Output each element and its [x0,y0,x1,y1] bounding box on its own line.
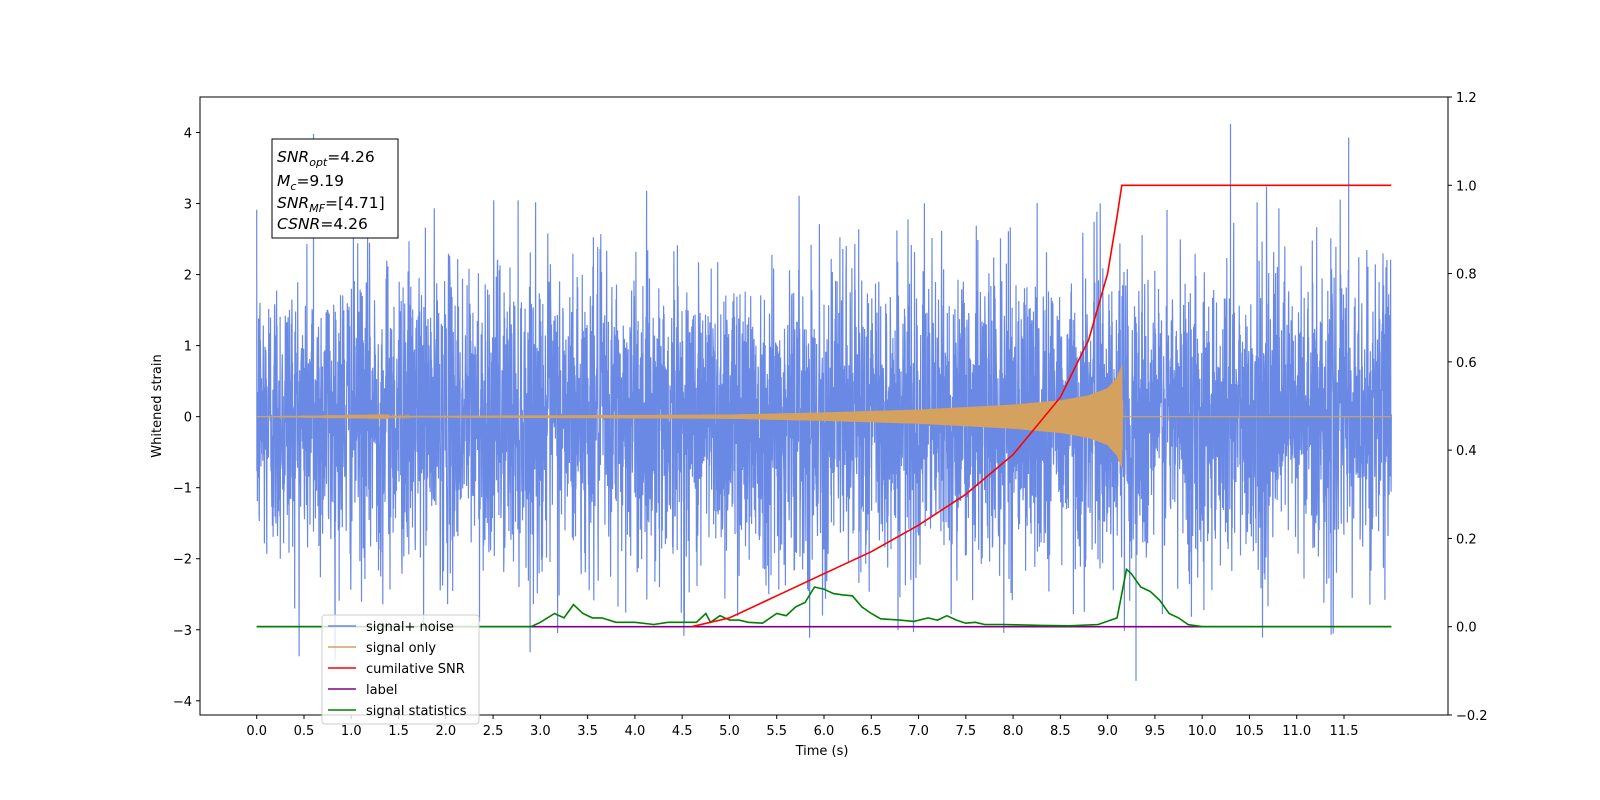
legend-item-label-label: label [366,683,397,698]
y2-tick-label: 0.2 [1456,532,1477,547]
y-tick-label: 0 [184,411,192,426]
annotation-frame [271,138,399,239]
y2-tick-label: 0.6 [1456,356,1477,371]
y-tick-label: −3 [173,624,192,639]
annotation-snr-opt: SNRopt=4.26 [277,148,375,169]
legend-item-signal-only-label: signal only [366,641,436,656]
y-tick-label: 3 [184,198,192,213]
y-tick-label: −4 [173,695,192,710]
x-tick-label: 11.5 [1330,724,1359,739]
y2-tick-label: 0.8 [1456,268,1477,283]
legend: signal+ noise signal only cumilative SNR la… [321,614,480,725]
x-tick-label: 0.0 [246,724,267,739]
legend-item-cumulative-snr-label: cumilative SNR [366,662,465,677]
annotation-snr-mf: SNRMF=[4.71] [277,194,385,215]
y-axis-right: 1.2 1.0 0.8 0.6 0.4 0.2 0.0 −0.2 [1448,91,1488,724]
x-tick-label: 2.0 [435,724,456,739]
x-tick-label: 2.5 [483,724,504,739]
annotation-box: SNRopt=4.26 Mc=9.19 SNRMF=[4.71] CSNR=4.… [271,138,399,239]
y2-tick-label: 1.0 [1456,179,1477,194]
x-tick-label: 10.5 [1235,724,1264,739]
x-tick-label: 3.5 [577,724,598,739]
x-tick-label: 8.5 [1050,724,1071,739]
y2-tick-label: 0.4 [1456,444,1477,459]
y-tick-label: −2 [173,553,192,568]
y-tick-label: 2 [184,269,192,284]
x-axis-title: Time (s) [795,744,849,759]
x-axis: 0.0 0.5 1.0 1.5 2.0 2.5 3.0 3.5 4.0 4.5 5.0 5.5 6.0 6… [246,715,1358,739]
y-tick-label: −1 [173,482,192,497]
x-tick-label: 9.0 [1097,724,1118,739]
x-tick-label: 4.0 [625,724,646,739]
legend-item-signal-noise-label: signal+ noise [366,620,454,635]
x-tick-label: 3.0 [530,724,551,739]
plot-area [256,124,1392,681]
x-tick-label: 8.0 [1003,724,1024,739]
annotation-csnr: CSNR=4.26 [277,215,368,233]
x-tick-label: 6.5 [861,724,882,739]
series-signal-only [256,365,1392,468]
y-tick-label: 4 [184,127,192,142]
y-tick-label: 1 [184,340,192,355]
annotation-mc: Mc=9.19 [277,172,344,193]
y2-tick-label: −0.2 [1456,709,1488,724]
y-axis-title: Whitened strain [150,354,165,457]
series-signal-noise [256,124,1392,681]
x-tick-label: 1.0 [341,724,362,739]
y2-tick-label: 0.0 [1456,621,1477,636]
series-signal-statistics [256,567,1392,628]
series-cumulative-snr [691,184,1392,628]
x-tick-label: 0.5 [294,724,315,739]
x-tick-label: 5.5 [766,724,787,739]
x-tick-label: 1.5 [388,724,409,739]
x-tick-label: 10.0 [1188,724,1217,739]
x-tick-label: 4.5 [672,724,693,739]
legend-frame [321,614,480,725]
x-tick-label: 7.0 [908,724,929,739]
legend-item-signal-statistics-label: signal statistics [366,704,467,719]
x-tick-label: 6.0 [814,724,835,739]
x-tick-label: 7.5 [955,724,976,739]
y-axis-left: 4 3 2 1 0 −1 −2 −3 −4 [173,127,200,710]
x-tick-label: 11.0 [1282,724,1311,739]
x-tick-label: 5.0 [719,724,740,739]
x-tick-label: 9.5 [1145,724,1166,739]
y2-tick-label: 1.2 [1456,91,1477,106]
